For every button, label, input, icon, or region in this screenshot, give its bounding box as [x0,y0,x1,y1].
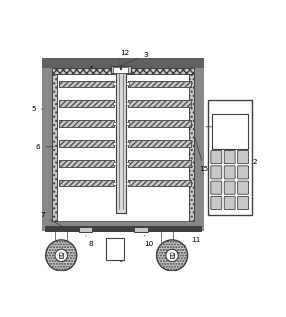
Circle shape [170,253,174,256]
Bar [45,226,202,232]
Text: 8: 8 [86,236,94,247]
Text: 10: 10 [144,236,153,247]
Bar [128,100,191,107]
Bar [113,82,116,85]
Bar [128,120,191,126]
Text: 1: 1 [206,124,222,130]
FancyBboxPatch shape [211,181,222,194]
Bar [208,100,252,216]
Bar [126,162,129,165]
Bar [128,180,191,186]
Bar [59,100,114,107]
Bar [52,68,194,74]
Bar [161,231,173,253]
Bar [59,81,114,87]
Bar [113,142,116,145]
Bar [59,120,114,126]
FancyBboxPatch shape [211,197,222,210]
Bar [59,100,114,107]
Text: 6: 6 [36,144,54,150]
Bar [52,74,57,221]
Bar [189,74,194,221]
Bar [113,162,116,165]
Bar [42,58,204,68]
Bar [128,140,191,146]
Bar [52,68,194,221]
Circle shape [166,249,178,262]
Bar [126,122,129,125]
FancyBboxPatch shape [224,151,235,164]
Text: 3: 3 [123,52,148,65]
Bar [128,120,191,126]
Bar [59,253,63,258]
FancyBboxPatch shape [224,197,235,210]
Bar [126,182,129,185]
Bar [128,81,191,87]
Circle shape [55,249,67,262]
Bar [113,67,128,73]
Text: 4: 4 [89,66,110,72]
Bar [128,160,191,166]
Circle shape [60,253,63,256]
Circle shape [46,240,77,271]
Circle shape [156,240,188,271]
Bar [59,180,114,186]
Bar [59,81,114,87]
Bar [170,253,174,258]
Text: 5: 5 [31,106,43,112]
Bar [128,160,191,166]
FancyBboxPatch shape [238,181,249,194]
Bar [79,227,92,232]
Bar [59,140,114,146]
Bar [113,102,116,105]
Bar [59,140,114,146]
Text: 12: 12 [119,49,129,59]
Bar [52,68,194,74]
Bar [128,140,191,146]
Bar [42,58,204,231]
Text: 9: 9 [116,256,123,263]
FancyBboxPatch shape [238,166,249,179]
FancyBboxPatch shape [211,151,222,164]
Bar [116,69,126,213]
Bar [113,182,116,185]
FancyBboxPatch shape [224,166,235,179]
Bar [59,160,114,166]
Bar [126,142,129,145]
Bar [59,120,114,126]
Bar [52,74,57,221]
Bar [55,231,67,253]
Bar [128,100,191,107]
FancyBboxPatch shape [238,151,249,164]
Text: 7: 7 [40,212,64,228]
FancyBboxPatch shape [224,181,235,194]
Bar [212,114,248,149]
Bar [134,227,148,232]
Text: 11: 11 [184,237,200,246]
Bar [59,160,114,166]
Bar [126,102,129,105]
Bar [189,74,194,221]
Bar [113,122,116,125]
Bar [106,238,124,260]
Bar [128,81,191,87]
Text: 2: 2 [252,159,257,165]
Bar [128,180,191,186]
Text: 15: 15 [195,138,209,172]
Bar [126,82,129,85]
Bar [111,66,131,73]
Bar [59,180,114,186]
FancyBboxPatch shape [211,166,222,179]
FancyBboxPatch shape [238,197,249,210]
